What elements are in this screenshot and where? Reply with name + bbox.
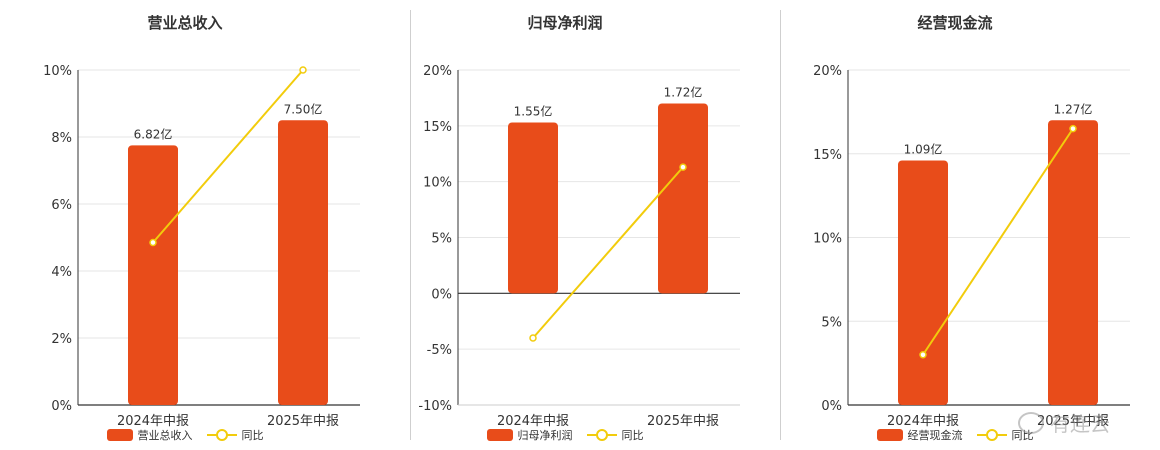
bar-value-label: 6.82亿: [134, 126, 173, 141]
y-tick-label: 10%: [813, 232, 842, 247]
y-tick-label: 0%: [51, 399, 72, 414]
bar: [508, 122, 558, 294]
legend: 营业总收入 同比: [0, 427, 370, 443]
chart-title: 营业总收入: [147, 14, 223, 32]
legend-label: 同比: [241, 429, 264, 442]
legend: 经营现金流 同比: [770, 427, 1140, 443]
yoy-point: [149, 238, 157, 247]
watermark-text: 有连云: [1050, 412, 1110, 436]
y-tick-label: 6%: [51, 198, 72, 213]
yoy-line: [152, 69, 304, 244]
bar-value-label: 7.50亿: [284, 101, 323, 116]
bar-swatch-icon: [876, 429, 903, 441]
y-tick-label: -5%: [427, 343, 452, 358]
panel-divider: [410, 10, 411, 440]
legend-label: 同比: [621, 429, 644, 442]
yoy-point: [679, 163, 687, 171]
line-swatch-icon: [206, 429, 237, 441]
chart-panel-revenue: 营业总收入 0% 2% 4% 6% 8% 10% 6.82亿 2024年中报 7.50亿 2025…: [0, 0, 370, 450]
bar-value-label: 1.55亿: [514, 103, 553, 118]
bar: [658, 103, 708, 294]
yoy-line: [532, 166, 684, 339]
watermark: 有连云: [1018, 408, 1110, 437]
yoy-point: [1069, 124, 1077, 133]
chart-title: 归母净利润: [527, 14, 603, 32]
y-tick-label: 20%: [813, 64, 842, 79]
line-swatch-icon: [586, 429, 617, 441]
chart-cash-flow: 0% 5% 10% 15% 20% 1.09亿 2024年中报 1.27亿 2025年中报: [813, 64, 1130, 429]
x-tick-label: 2024年中报: [887, 414, 959, 429]
bar-value-label: 1.09亿: [904, 141, 943, 156]
line-swatch-icon: [976, 429, 1007, 441]
yoy-line: [922, 128, 1074, 356]
yoy-point: [299, 66, 307, 74]
y-tick-label: 15%: [813, 148, 842, 163]
y-tick-label: -10%: [418, 399, 452, 414]
bar: [898, 160, 948, 405]
bar-swatch-icon: [106, 429, 133, 441]
y-tick-label: 0%: [431, 287, 452, 302]
legend-item-bar[interactable]: 营业总收入: [106, 427, 193, 443]
y-tick-label: 20%: [423, 64, 452, 79]
legend-label: 经营现金流: [907, 429, 963, 442]
bar-value-label: 1.27亿: [1054, 101, 1093, 116]
x-tick-label: 2024年中报: [497, 414, 569, 429]
yoy-point: [529, 334, 537, 342]
bar: [128, 145, 178, 405]
legend-item-line[interactable]: 同比: [586, 427, 644, 443]
chart-panel-cash-flow: 经营现金流 0% 5% 10% 15% 20% 1.09亿 2024年中报 1.27亿 2025…: [770, 0, 1140, 450]
bar: [1048, 120, 1098, 405]
y-tick-label: 10%: [423, 176, 452, 191]
y-tick-label: 8%: [51, 131, 72, 146]
chart-net-profit: -10% -5% 0% 5% 10% 15% 20% 1.55亿 2024年中报 1.72亿 202…: [418, 64, 740, 429]
chart-revenue: 0% 2% 4% 6% 8% 10% 6.82亿 2024年中报 7.50亿 2025年中报: [43, 64, 360, 429]
chart-title: 经营现金流: [917, 14, 993, 32]
bar: [278, 120, 328, 405]
legend: 归母净利润 同比: [380, 427, 750, 443]
panel-divider: [780, 10, 781, 440]
y-tick-label: 15%: [423, 120, 452, 135]
y-tick-label: 5%: [431, 232, 452, 247]
x-tick-label: 2024年中报: [117, 414, 189, 429]
y-tick-label: 4%: [51, 265, 72, 280]
bar-value-label: 1.72亿: [664, 85, 703, 100]
x-tick-label: 2025年中报: [267, 414, 339, 429]
chart-panel-net-profit: 归母净利润 -10% -5% 0% 5% 10% 15% 20% 1.55亿 2024年中报 1.…: [380, 0, 750, 450]
legend-item-line[interactable]: 同比: [206, 427, 264, 443]
legend-label: 归母净利润: [517, 429, 573, 442]
y-tick-label: 0%: [821, 399, 842, 414]
legend-item-bar[interactable]: 经营现金流: [876, 427, 963, 443]
legend-item-bar[interactable]: 归母净利润: [486, 427, 573, 443]
legend-label: 营业总收入: [137, 429, 193, 442]
y-tick-label: 5%: [821, 315, 842, 330]
x-tick-label: 2025年中报: [1037, 414, 1109, 429]
yoy-point: [919, 351, 927, 359]
weibo-logo-icon: [1018, 411, 1044, 434]
bar-swatch-icon: [486, 429, 513, 441]
x-tick-label: 2025年中报: [647, 414, 719, 429]
y-tick-label: 10%: [43, 64, 72, 79]
y-tick-label: 2%: [51, 332, 72, 347]
